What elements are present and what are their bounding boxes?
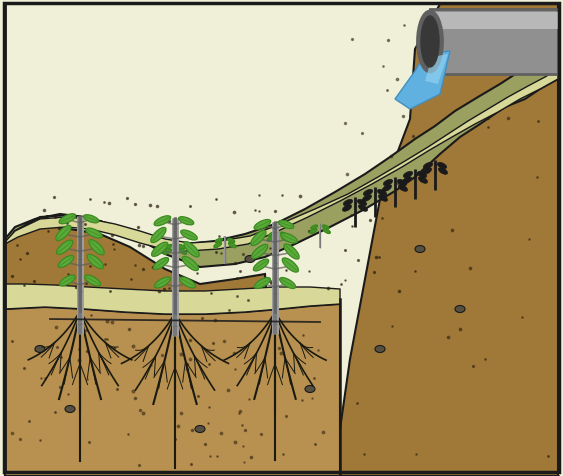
Ellipse shape xyxy=(151,243,168,257)
Ellipse shape xyxy=(324,229,330,234)
Ellipse shape xyxy=(284,244,299,259)
Ellipse shape xyxy=(229,243,236,248)
Ellipse shape xyxy=(267,237,275,241)
Ellipse shape xyxy=(251,231,266,246)
Ellipse shape xyxy=(179,249,186,255)
Ellipse shape xyxy=(84,276,101,287)
Ellipse shape xyxy=(282,237,289,241)
Polygon shape xyxy=(5,50,558,268)
Ellipse shape xyxy=(399,185,408,192)
Ellipse shape xyxy=(415,246,425,253)
Ellipse shape xyxy=(178,249,187,254)
Ellipse shape xyxy=(195,426,205,433)
Ellipse shape xyxy=(310,229,316,234)
Ellipse shape xyxy=(343,200,352,206)
Ellipse shape xyxy=(323,226,329,229)
Ellipse shape xyxy=(439,169,448,175)
Ellipse shape xyxy=(216,239,222,243)
Polygon shape xyxy=(430,10,558,75)
Ellipse shape xyxy=(403,178,412,184)
Ellipse shape xyxy=(375,346,385,353)
Ellipse shape xyxy=(229,243,236,248)
Polygon shape xyxy=(5,284,340,314)
Ellipse shape xyxy=(165,245,172,249)
Ellipse shape xyxy=(83,215,99,223)
Ellipse shape xyxy=(254,220,271,230)
Ellipse shape xyxy=(269,233,275,237)
Ellipse shape xyxy=(154,278,171,288)
Ellipse shape xyxy=(281,233,287,237)
Ellipse shape xyxy=(178,245,185,249)
Ellipse shape xyxy=(181,230,197,240)
Ellipse shape xyxy=(59,276,75,287)
Ellipse shape xyxy=(214,243,221,248)
Ellipse shape xyxy=(164,249,171,255)
Ellipse shape xyxy=(35,346,45,353)
Ellipse shape xyxy=(214,243,222,248)
Ellipse shape xyxy=(178,245,185,249)
Ellipse shape xyxy=(423,163,432,169)
Ellipse shape xyxy=(397,180,406,186)
Ellipse shape xyxy=(184,242,199,258)
Ellipse shape xyxy=(151,228,166,243)
Ellipse shape xyxy=(382,185,391,192)
Ellipse shape xyxy=(417,172,427,178)
Ellipse shape xyxy=(87,255,104,269)
Ellipse shape xyxy=(281,234,297,244)
Ellipse shape xyxy=(57,241,73,255)
Ellipse shape xyxy=(418,178,427,184)
Ellipse shape xyxy=(65,406,75,413)
Ellipse shape xyxy=(245,256,255,263)
Ellipse shape xyxy=(253,259,269,271)
Ellipse shape xyxy=(377,190,387,196)
Ellipse shape xyxy=(323,226,329,229)
Polygon shape xyxy=(435,13,558,30)
Ellipse shape xyxy=(363,190,373,196)
Ellipse shape xyxy=(383,180,392,186)
Ellipse shape xyxy=(267,237,274,242)
Ellipse shape xyxy=(311,226,318,229)
Ellipse shape xyxy=(342,205,351,212)
Ellipse shape xyxy=(280,278,296,289)
Ellipse shape xyxy=(56,226,71,241)
Ellipse shape xyxy=(305,386,315,393)
Ellipse shape xyxy=(89,240,104,255)
Ellipse shape xyxy=(215,239,222,243)
Ellipse shape xyxy=(378,195,387,202)
Ellipse shape xyxy=(437,163,446,169)
Ellipse shape xyxy=(154,216,171,226)
Ellipse shape xyxy=(254,278,270,289)
Ellipse shape xyxy=(180,278,195,288)
Ellipse shape xyxy=(403,172,413,178)
Ellipse shape xyxy=(59,256,74,268)
Ellipse shape xyxy=(358,200,367,206)
Ellipse shape xyxy=(282,258,298,273)
Ellipse shape xyxy=(281,233,287,237)
Ellipse shape xyxy=(182,257,198,271)
Polygon shape xyxy=(5,225,280,476)
Ellipse shape xyxy=(422,169,431,175)
Ellipse shape xyxy=(228,239,235,243)
Ellipse shape xyxy=(59,214,75,224)
Ellipse shape xyxy=(252,245,268,259)
Polygon shape xyxy=(5,70,558,251)
Ellipse shape xyxy=(228,239,235,243)
Ellipse shape xyxy=(282,237,288,242)
Ellipse shape xyxy=(269,233,275,237)
Ellipse shape xyxy=(153,258,169,270)
Ellipse shape xyxy=(165,245,172,249)
Ellipse shape xyxy=(163,249,171,254)
Ellipse shape xyxy=(359,205,368,212)
Ellipse shape xyxy=(86,228,102,238)
Polygon shape xyxy=(425,55,448,85)
Ellipse shape xyxy=(311,226,318,229)
Ellipse shape xyxy=(455,306,465,313)
Ellipse shape xyxy=(178,217,194,225)
Ellipse shape xyxy=(279,221,294,229)
Ellipse shape xyxy=(363,195,372,202)
Polygon shape xyxy=(340,5,558,476)
Polygon shape xyxy=(5,304,340,476)
Ellipse shape xyxy=(421,17,439,68)
Ellipse shape xyxy=(323,229,330,234)
